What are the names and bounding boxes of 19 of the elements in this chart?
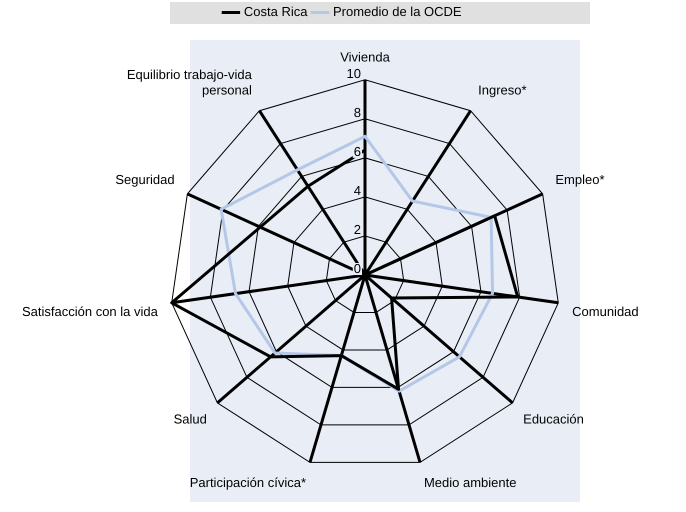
spoke-label: Salud: [174, 411, 207, 426]
y-tick-label: 2: [354, 222, 361, 238]
spoke-label: Satisfacción con la vida: [22, 304, 159, 320]
spoke-label: Participación cívica*: [190, 475, 306, 490]
y-tick-label: 6: [354, 144, 361, 159]
spoke-label: Vivienda: [340, 50, 391, 64]
spoke-label: Educación: [523, 411, 584, 426]
spoke-label: Medio ambiente: [424, 475, 516, 490]
legend-label: Costa Rica: [244, 4, 308, 20]
y-tick-label: 4: [354, 182, 361, 198]
y-tick-label: 8: [354, 104, 361, 120]
spoke-label: Ingreso*: [478, 82, 527, 98]
y-tick-label: 10: [346, 66, 361, 81]
y-tick-label: 0: [354, 261, 361, 276]
spoke-label: Empleo*: [555, 172, 605, 187]
spoke-label: Comunidad: [572, 304, 639, 320]
spoke-label: Equilibrio trabajo-vida personal: [126, 67, 253, 98]
spoke-label: Seguridad: [115, 172, 175, 187]
legend-label: Promedio de la OCDE: [332, 4, 462, 20]
